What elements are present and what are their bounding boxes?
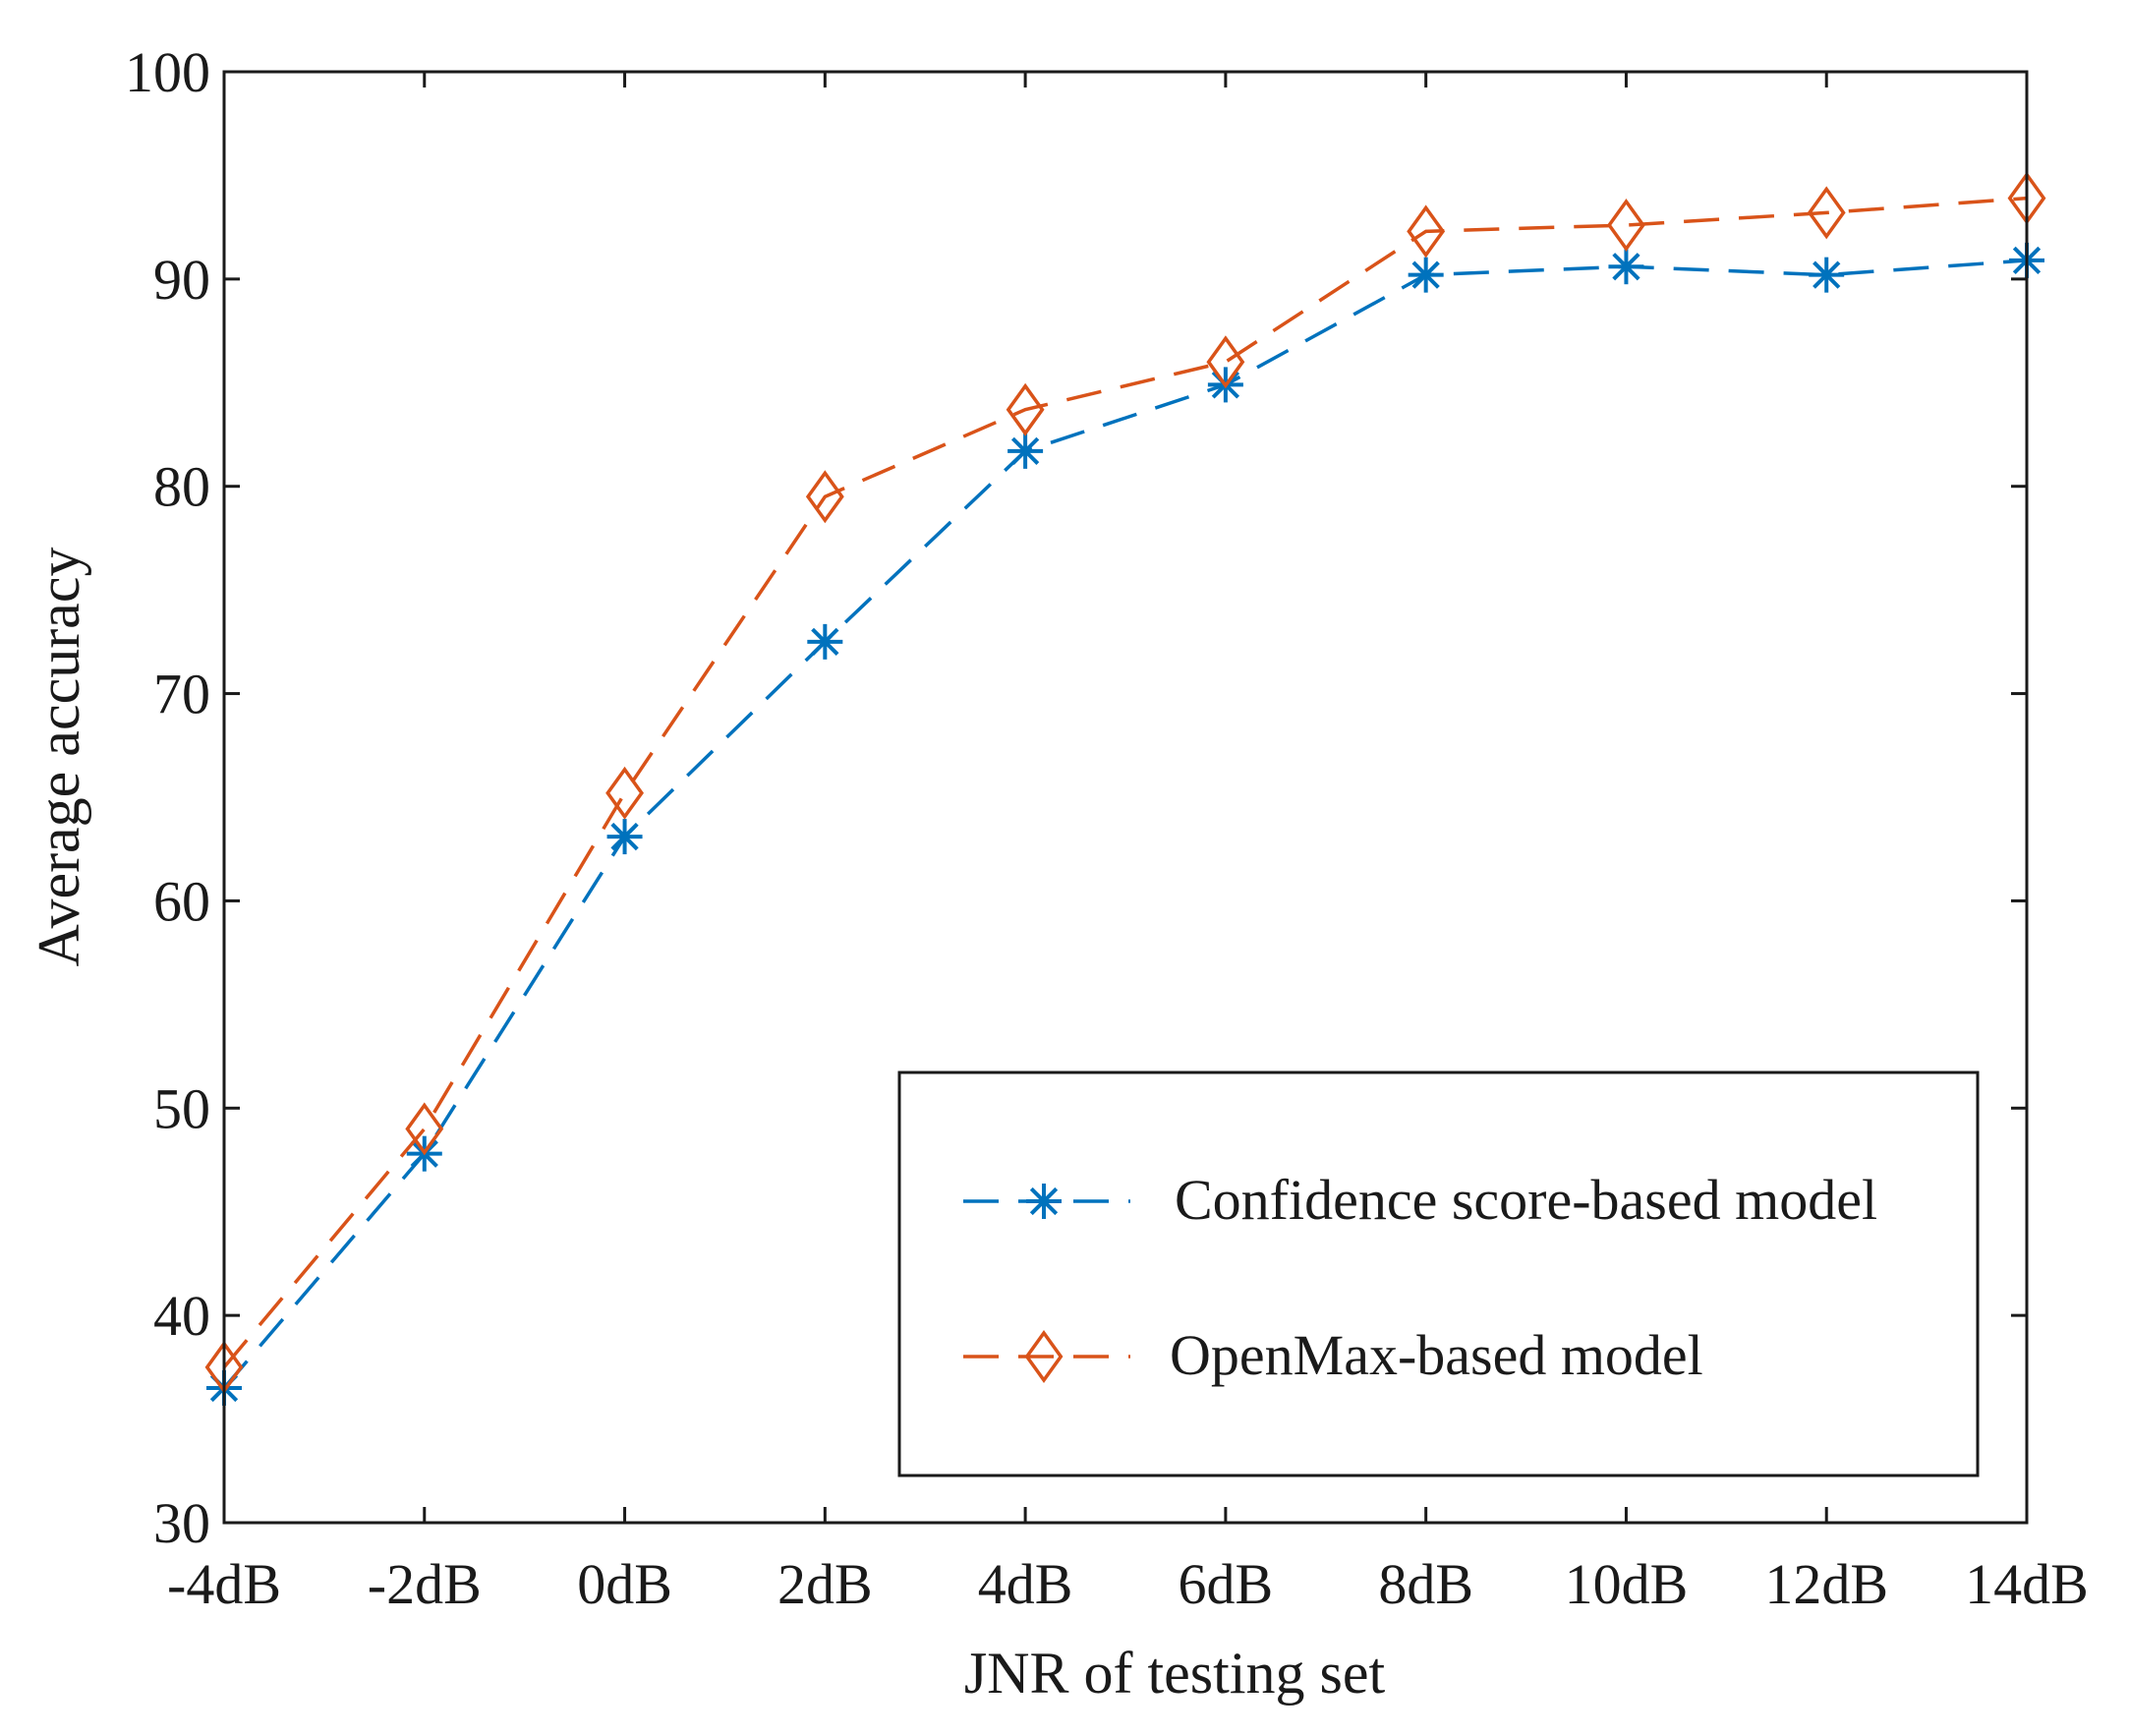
y-tick-label: 90 [153, 248, 210, 312]
y-tick-label: 40 [153, 1284, 210, 1348]
diamond-marker [1006, 382, 1045, 436]
x-tick-label: 14dB [1965, 1552, 2089, 1616]
diamond-marker [605, 766, 644, 820]
x-tick-label: -4dB [167, 1552, 281, 1616]
y-tick-label: 50 [153, 1076, 210, 1140]
diamond-marker [1807, 186, 1846, 240]
x-tick-label: 8dB [1378, 1552, 1473, 1616]
diamond-marker [1607, 199, 1645, 253]
diamond-marker [405, 1102, 444, 1156]
x-tick-label: 4dB [978, 1552, 1073, 1616]
diamond-marker [805, 470, 844, 524]
x-tick-label: 0dB [577, 1552, 672, 1616]
x-axis-title: JNR of testing set [964, 1641, 1386, 1706]
y-tick-label: 70 [153, 663, 210, 726]
legend-label-openmax: OpenMax-based model [1170, 1323, 1703, 1387]
y-tick-label: 100 [125, 40, 210, 104]
series-line-confidence [222, 259, 2028, 1390]
asterisk-marker [1608, 249, 1644, 285]
asterisk-marker [1809, 257, 1845, 293]
asterisk-marker [1026, 1184, 1062, 1219]
legend-items [963, 1184, 1130, 1383]
diamond-marker [1407, 204, 1446, 259]
ticks-layer: 30 40 50 60 70 80 90 100 -4dB -2dB 0dB 2dB 4dB 6dB 8dB… [125, 40, 2089, 1616]
plot-area-frame [222, 70, 2029, 1525]
asterisk-marker [807, 623, 843, 660]
x-tick-label: 2dB [777, 1552, 873, 1616]
asterisk-marker [1007, 433, 1044, 469]
series-line-openmax [222, 196, 2028, 1368]
x-tick-label: 6dB [1179, 1552, 1274, 1616]
asterisk-marker [606, 819, 643, 855]
y-axis-title: Average accuracy [27, 548, 91, 967]
y-tick-label: 80 [153, 455, 210, 519]
y-tick-label: 60 [153, 869, 210, 933]
diamond-marker [1206, 335, 1245, 389]
legend: Confidence score-based model OpenMax-bas… [897, 1071, 1980, 1477]
legend-box [897, 1071, 1980, 1477]
legend-label-confidence: Confidence score-based model [1175, 1168, 1877, 1232]
legend-diamond-marker [1024, 1330, 1064, 1383]
x-tick-label: -2dB [368, 1552, 482, 1616]
x-tick-label: 12dB [1764, 1552, 1888, 1616]
y-tick-label: 30 [153, 1491, 210, 1555]
series-layer [204, 171, 2046, 1406]
x-tick-label: 10dB [1565, 1552, 1689, 1616]
asterisk-marker [1408, 257, 1444, 293]
